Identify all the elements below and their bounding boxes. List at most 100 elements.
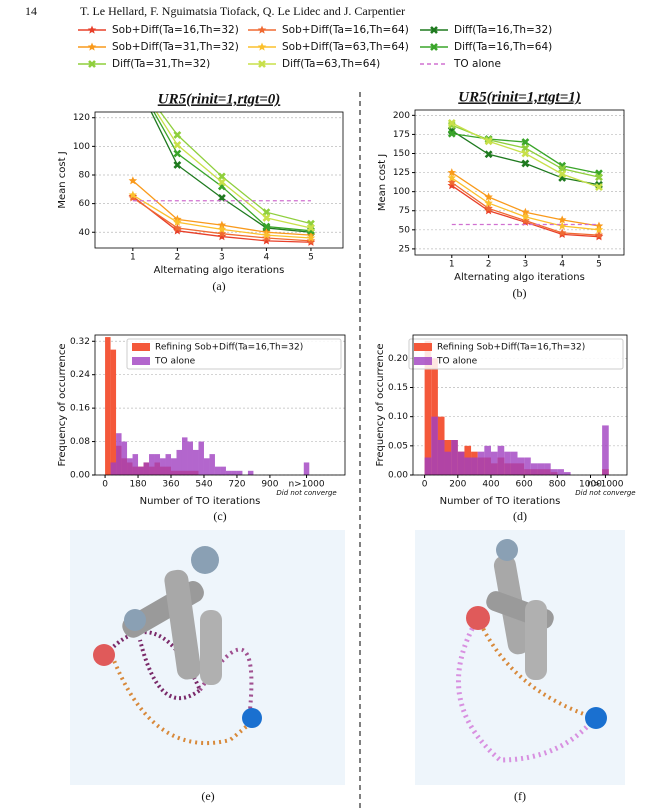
marker xyxy=(594,225,604,234)
authors: T. Le Hellard, F. Nguimatsia Tiofack, Q.… xyxy=(80,4,405,18)
y-tick-label: 60 xyxy=(79,199,91,209)
hist-bar xyxy=(198,441,204,475)
hist-bar xyxy=(471,457,478,475)
x-tick-label: 0 xyxy=(422,480,428,490)
hist-bar xyxy=(214,466,221,475)
hist-bar xyxy=(247,470,254,475)
caption: (b) xyxy=(513,286,527,300)
marker xyxy=(306,233,316,242)
marker xyxy=(484,137,493,146)
legend-label: Diff(Ta=63,Th=64) xyxy=(282,58,380,70)
y-tick-label: 0.00 xyxy=(70,471,90,481)
axes-frame xyxy=(414,109,625,256)
marker xyxy=(447,178,457,187)
robot-figure-e xyxy=(70,530,345,785)
chart-title: UR5(rinit=1,rtgt=0) xyxy=(158,91,281,107)
marker xyxy=(307,224,315,232)
marker xyxy=(521,138,530,146)
marker xyxy=(484,192,493,201)
legend-swatch xyxy=(414,343,432,351)
y-tick-label: 50 xyxy=(399,225,411,235)
hist-bar xyxy=(187,441,193,475)
hist-bar xyxy=(437,440,445,475)
legend-label: Diff(Ta=16,Th=64) xyxy=(454,41,552,53)
x-axis-label: Alternating algo iterations xyxy=(454,272,585,283)
hist-bar xyxy=(424,340,432,475)
y-tick-label: 0.05 xyxy=(388,441,408,451)
marker xyxy=(217,229,227,238)
annotation: Did not converge xyxy=(575,489,635,497)
marker xyxy=(447,173,457,182)
hist-bar xyxy=(110,349,117,475)
x-tick-label: 2 xyxy=(486,260,492,270)
y-axis-label: Frequency of occurrence xyxy=(57,343,68,466)
marker xyxy=(262,236,271,245)
hist-bar xyxy=(544,463,551,475)
y-tick-label: 0.32 xyxy=(70,337,90,347)
marker xyxy=(484,150,493,159)
hist-bar xyxy=(550,469,558,475)
marker xyxy=(88,60,96,68)
x-tick-label: 2 xyxy=(175,253,181,263)
caption: (f) xyxy=(514,789,526,803)
marker xyxy=(595,183,603,191)
marker xyxy=(484,203,493,213)
marker xyxy=(557,228,567,237)
marker xyxy=(262,230,271,239)
x-tick-label: 0 xyxy=(102,480,108,490)
legend-label: Diff(Ta=16,Th=32) xyxy=(454,24,552,36)
hist-bar xyxy=(203,458,210,475)
axes-frame xyxy=(412,334,628,476)
y-axis-label: Mean cost J xyxy=(57,151,68,208)
x-axis-label: Alternating algo iterations xyxy=(154,265,285,276)
marker xyxy=(87,42,97,51)
page-number: 14 xyxy=(25,4,37,18)
marker xyxy=(262,233,271,242)
hist-bar xyxy=(105,337,111,475)
hist-bar xyxy=(451,440,458,475)
hist-bar xyxy=(524,457,531,475)
x-tick-label: n>1000 xyxy=(587,480,623,490)
caption: (e) xyxy=(201,789,214,803)
marker xyxy=(258,60,266,68)
y-tick-label: 80 xyxy=(79,170,91,180)
x-tick-label: 3 xyxy=(219,253,225,263)
x-tick-label: 5 xyxy=(308,253,314,263)
y-tick-label: 0.20 xyxy=(388,354,408,364)
hist-bar xyxy=(457,451,465,475)
y-tick-label: 0.15 xyxy=(388,383,408,393)
y-tick-label: 200 xyxy=(393,111,410,121)
legend-label: TO alone xyxy=(436,357,478,367)
x-tick-label: 1000 xyxy=(579,480,602,490)
hist-bar xyxy=(220,466,226,475)
series-line xyxy=(451,130,600,186)
marker xyxy=(128,176,138,185)
hist-bar xyxy=(510,451,518,475)
hist-bar xyxy=(127,458,133,475)
y-axis-label: Mean cost J xyxy=(377,154,388,211)
overflow-bar xyxy=(303,462,310,475)
marker xyxy=(595,173,603,182)
marker xyxy=(521,212,530,221)
hist-bar xyxy=(181,437,188,475)
chart: 0.00 0.05 0.10 0.15 0.20 0 200 400 600 800 1000n>1… xyxy=(375,334,636,523)
marker xyxy=(130,72,136,78)
marker xyxy=(430,43,438,51)
hist-bar xyxy=(537,463,545,475)
y-tick-label: 120 xyxy=(73,113,90,123)
y-tick-label: 0.16 xyxy=(70,404,90,414)
marker xyxy=(521,149,530,158)
hist-bar xyxy=(517,457,525,475)
hist-bar xyxy=(557,469,564,475)
marker xyxy=(447,119,456,127)
x-tick-label: 5 xyxy=(596,260,602,270)
x-tick-label: 4 xyxy=(559,260,565,270)
hist-bar xyxy=(431,416,438,475)
hist-bar xyxy=(530,463,538,475)
marker xyxy=(128,193,138,202)
x-axis-label: Number of TO iterations xyxy=(140,496,261,507)
hist-bar xyxy=(464,457,472,475)
x-tick-label: 600 xyxy=(516,480,533,490)
y-tick-label: 0.08 xyxy=(70,437,90,447)
